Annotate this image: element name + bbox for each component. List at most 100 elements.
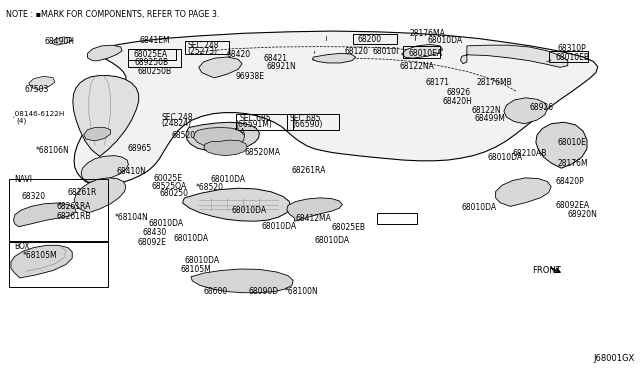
Text: 68261RA: 68261RA <box>291 166 326 175</box>
Polygon shape <box>198 57 242 78</box>
Text: SEC.685: SEC.685 <box>239 114 271 123</box>
Polygon shape <box>29 76 55 90</box>
Polygon shape <box>186 122 259 151</box>
Text: *68105M: *68105M <box>23 251 58 260</box>
Text: 68010EB: 68010EB <box>555 52 589 61</box>
Text: 68025EA: 68025EA <box>134 50 168 59</box>
Text: 68171: 68171 <box>426 78 449 87</box>
Text: ¸08146-6122H: ¸08146-6122H <box>12 110 65 117</box>
Polygon shape <box>81 155 129 182</box>
Polygon shape <box>11 245 72 278</box>
Text: BOX: BOX <box>15 241 30 250</box>
Text: *68100N: *68100N <box>284 287 318 296</box>
Polygon shape <box>504 98 547 124</box>
Text: (66591M): (66591M) <box>236 121 273 129</box>
Text: 68499M: 68499M <box>474 114 506 123</box>
Text: (66590): (66590) <box>292 121 323 129</box>
Bar <box>129 49 176 60</box>
Polygon shape <box>402 44 443 58</box>
Text: 68412MA: 68412MA <box>296 214 332 223</box>
Text: 68010E: 68010E <box>557 138 586 147</box>
Text: 68105M: 68105M <box>180 265 212 274</box>
Text: J68001GX: J68001GX <box>593 354 634 363</box>
Text: SEC.248: SEC.248 <box>162 113 193 122</box>
Text: 68430: 68430 <box>143 228 166 237</box>
Text: 28176MB: 28176MB <box>476 78 512 87</box>
Text: 68010DA: 68010DA <box>315 236 350 246</box>
Text: 67503: 67503 <box>25 85 49 94</box>
Text: SEC.248: SEC.248 <box>187 41 219 51</box>
Text: *68106N: *68106N <box>36 146 70 155</box>
Text: 68010DA: 68010DA <box>487 153 522 161</box>
Text: 68010DA: 68010DA <box>232 206 267 215</box>
Text: 68420H: 68420H <box>443 97 472 106</box>
Polygon shape <box>495 178 551 206</box>
Text: 28176M: 28176M <box>557 158 588 167</box>
Text: 68410N: 68410N <box>117 167 147 176</box>
Bar <box>9 179 108 241</box>
Text: 68010DA: 68010DA <box>184 256 220 265</box>
Text: *68520: *68520 <box>195 183 223 192</box>
Text: 68520M: 68520M <box>172 131 203 141</box>
Text: *68104N: *68104N <box>115 213 148 222</box>
Text: 68010DA: 68010DA <box>462 203 497 212</box>
Polygon shape <box>52 37 72 45</box>
Text: 68010I: 68010I <box>372 47 399 56</box>
Text: (25273): (25273) <box>187 47 218 56</box>
Text: (4): (4) <box>16 118 26 124</box>
Text: 68010DA: 68010DA <box>210 128 245 137</box>
Text: 68261R: 68261R <box>68 188 97 197</box>
Text: 68490H: 68490H <box>44 37 74 46</box>
Text: 68122NA: 68122NA <box>400 62 435 71</box>
Text: NAVI: NAVI <box>15 175 33 184</box>
Text: 68261RA: 68261RA <box>57 202 92 211</box>
Polygon shape <box>73 76 139 156</box>
Text: 68420P: 68420P <box>555 177 584 186</box>
Polygon shape <box>536 122 587 168</box>
Polygon shape <box>461 45 568 67</box>
Text: 68261RB: 68261RB <box>57 212 92 221</box>
Text: 68090D: 68090D <box>248 287 278 296</box>
Text: 68320: 68320 <box>22 192 46 201</box>
Text: 68200: 68200 <box>357 35 381 44</box>
Text: SEC.685: SEC.685 <box>289 114 321 123</box>
Polygon shape <box>204 140 247 155</box>
Polygon shape <box>88 45 122 61</box>
Text: 68926: 68926 <box>447 88 470 97</box>
Text: 68420: 68420 <box>226 50 250 59</box>
Text: 68025EB: 68025EB <box>332 223 365 232</box>
Text: 6841EM: 6841EM <box>140 36 170 45</box>
Text: 68920N: 68920N <box>568 211 598 219</box>
Text: 68210AB: 68210AB <box>513 149 547 158</box>
Bar <box>403 46 440 58</box>
Polygon shape <box>182 188 291 221</box>
Polygon shape <box>312 53 356 63</box>
Text: 68310P: 68310P <box>557 44 586 52</box>
Text: 68010DA: 68010DA <box>261 222 296 231</box>
Polygon shape <box>13 203 76 227</box>
Polygon shape <box>287 198 342 221</box>
Bar <box>287 114 339 130</box>
Text: 68092EA: 68092EA <box>555 201 589 210</box>
Text: NOTE : ▪MARK FOR COMPONENTS, REFER TO PAGE 3.: NOTE : ▪MARK FOR COMPONENTS, REFER TO PA… <box>6 10 219 19</box>
Text: 680250B: 680250B <box>138 67 172 76</box>
Polygon shape <box>74 31 598 185</box>
Bar <box>184 41 229 54</box>
Text: 68010DA: 68010DA <box>173 234 208 243</box>
Text: 96938E: 96938E <box>236 72 265 81</box>
Bar <box>548 51 588 62</box>
Text: FRONT: FRONT <box>532 266 561 275</box>
Text: 68965: 68965 <box>127 144 152 153</box>
Polygon shape <box>84 128 111 141</box>
Text: 68600: 68600 <box>204 287 228 296</box>
Bar <box>378 213 417 224</box>
Text: 68092E: 68092E <box>138 238 167 247</box>
Text: 68010DA: 68010DA <box>149 219 184 228</box>
Polygon shape <box>74 178 126 213</box>
Text: 68926: 68926 <box>529 103 554 112</box>
Bar <box>129 49 180 67</box>
Text: (24824): (24824) <box>162 119 191 128</box>
Text: 689250B: 689250B <box>135 58 169 67</box>
Text: 680250: 680250 <box>159 189 188 198</box>
Text: 68520MA: 68520MA <box>244 148 281 157</box>
